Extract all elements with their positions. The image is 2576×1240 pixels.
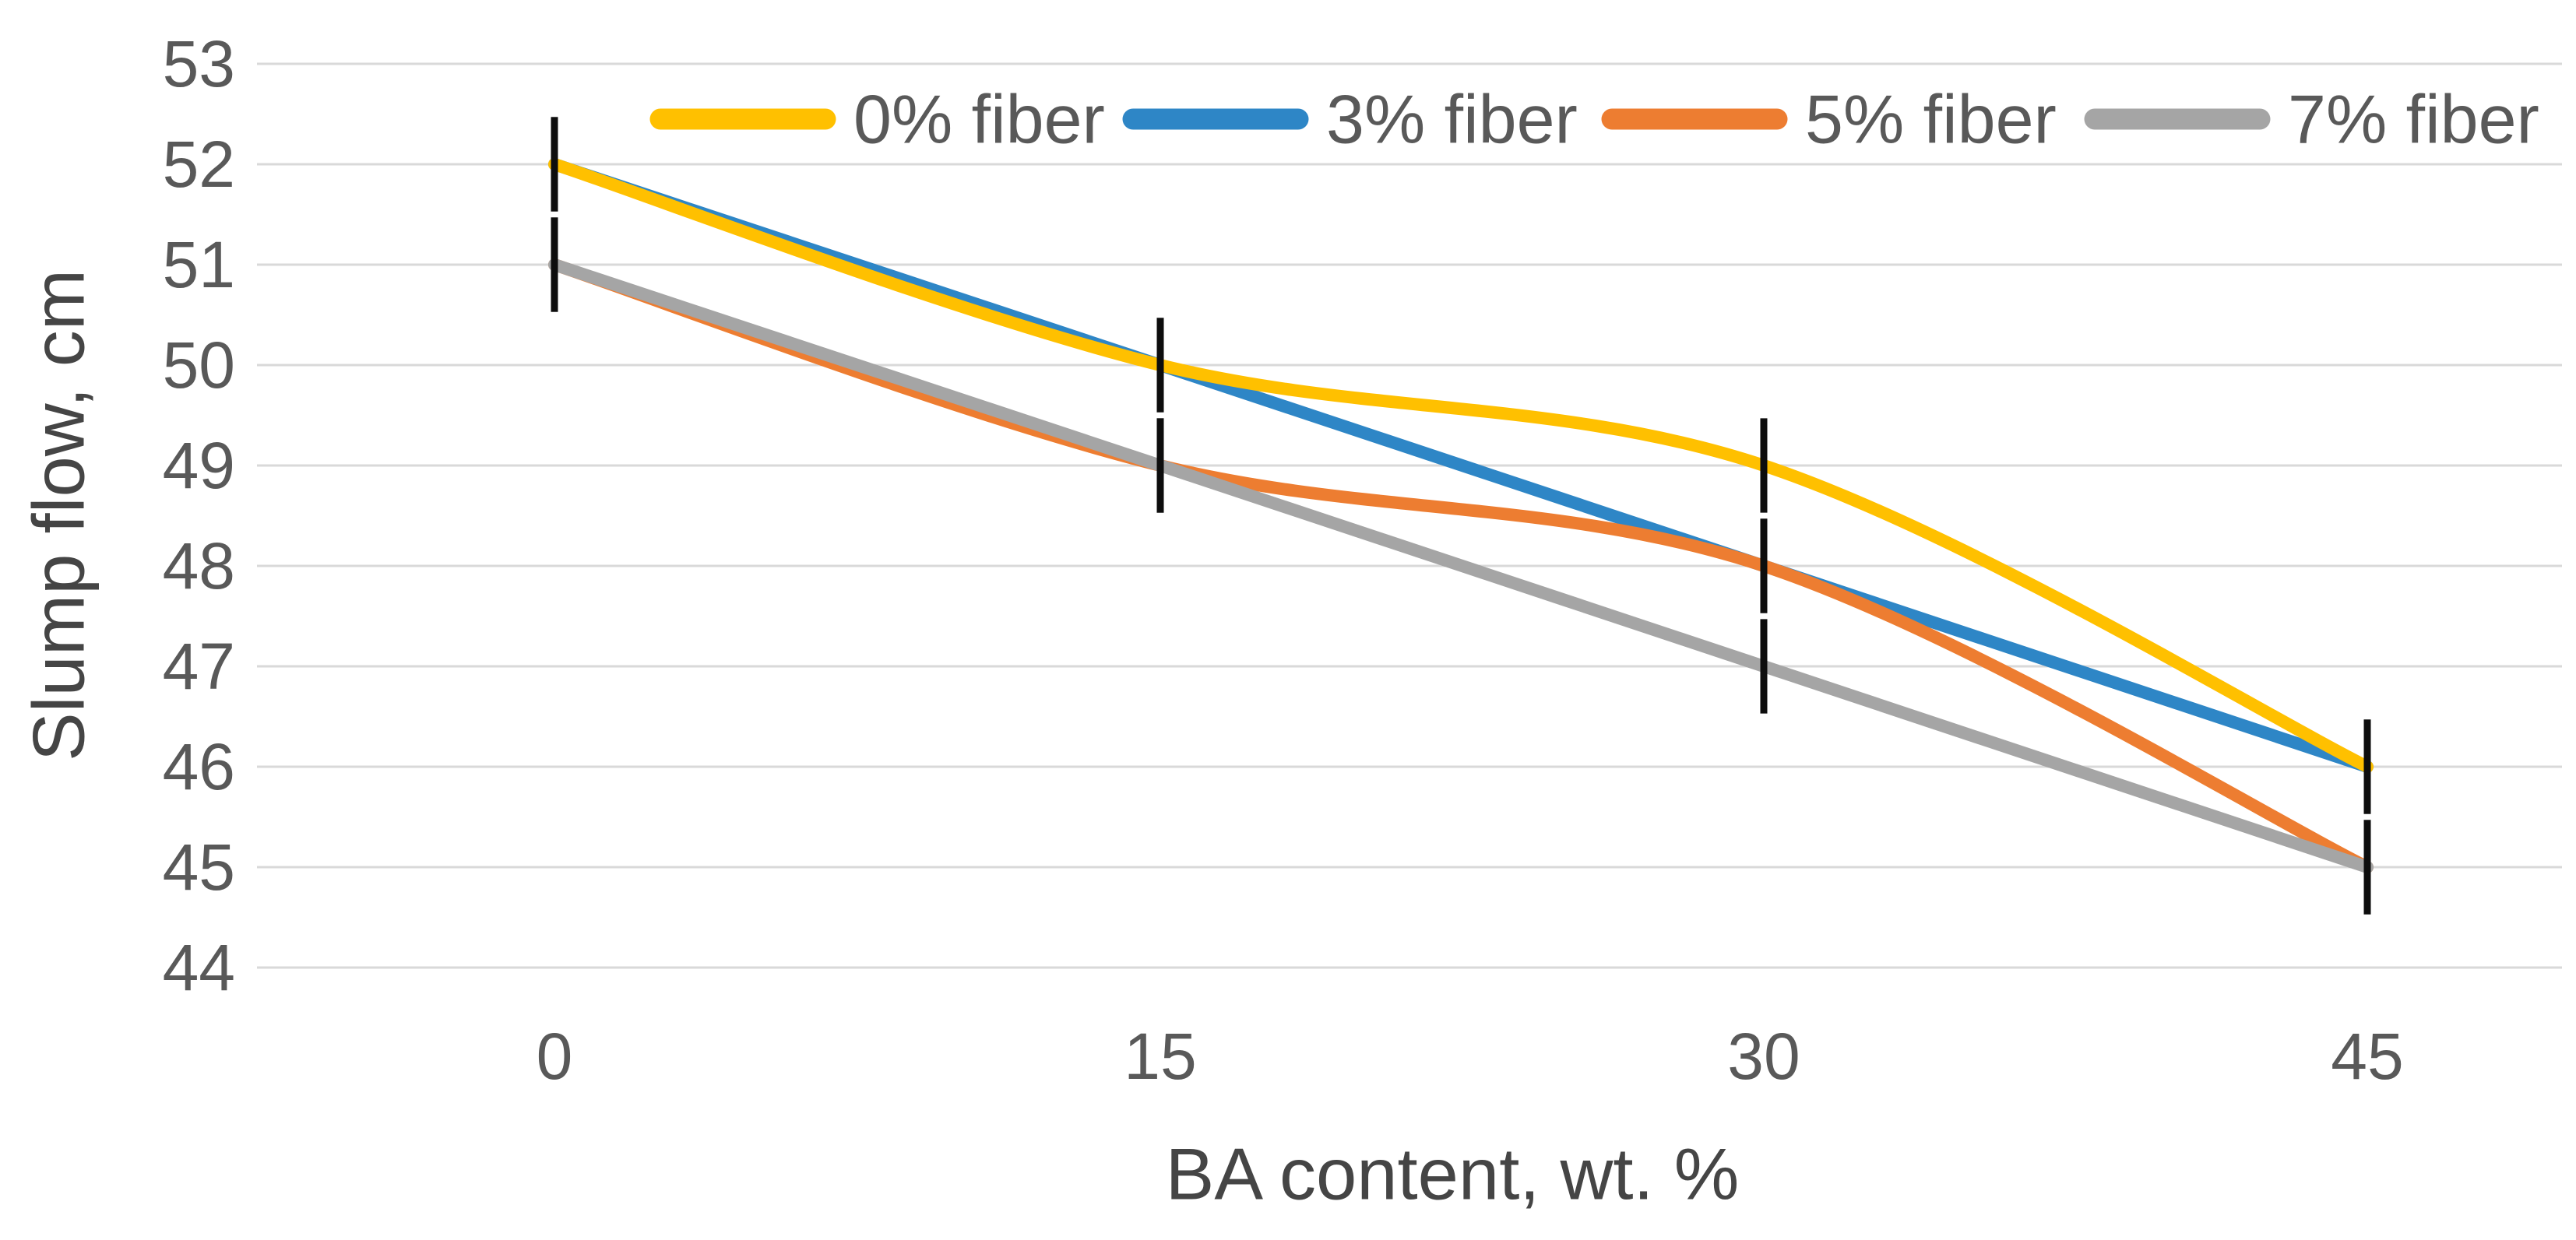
y-tick-label: 49 [163, 429, 235, 502]
y-tick-label: 45 [163, 831, 235, 904]
y-tick-label: 46 [163, 730, 235, 803]
y-tick-label: 51 [163, 228, 235, 301]
y-axis-title: Slump flow, cm [18, 269, 100, 761]
x-tick-label: 0 [537, 1020, 573, 1093]
legend-item-3-fiber: 3% fiber [1122, 81, 1578, 158]
x-tick-label: 30 [1727, 1020, 1800, 1093]
legend-label: 0% fiber [853, 81, 1105, 158]
legend-item-5-fiber: 5% fiber [1601, 81, 2057, 158]
x-axis-tick-labels: 0 15 30 45 [537, 1020, 2404, 1093]
legend-item-0-fiber: 0% fiber [649, 81, 1105, 158]
gridlines-group [257, 62, 2562, 969]
legend-item-7-fiber: 7% fiber [2084, 81, 2539, 158]
x-tick-label: 45 [2331, 1020, 2403, 1093]
y-tick-label: 48 [163, 529, 235, 602]
legend-label: 5% fiber [1805, 81, 2057, 158]
legend-label: 3% fiber [1326, 81, 1578, 158]
y-tick-label: 52 [163, 128, 235, 201]
y-tick-label: 44 [163, 931, 235, 1004]
y-tick-label: 50 [163, 328, 235, 402]
y-tick-label: 47 [163, 630, 235, 703]
legend: 0% fiber 3% fiber 5% fiber 7% fiber [649, 81, 2539, 158]
y-axis-tick-labels: 44 45 46 47 48 49 50 51 52 53 [163, 27, 235, 1004]
series-line-0-fiber [548, 158, 2374, 773]
series-line-7-fiber [548, 258, 2374, 873]
legend-label: 7% fiber [2288, 81, 2539, 158]
error-bars-group [551, 117, 2371, 915]
x-tick-label: 15 [1124, 1020, 1196, 1093]
x-axis-title: BA content, wt. % [1166, 1133, 1740, 1215]
y-tick-label: 53 [163, 27, 235, 100]
series-lines-group [548, 158, 2374, 873]
